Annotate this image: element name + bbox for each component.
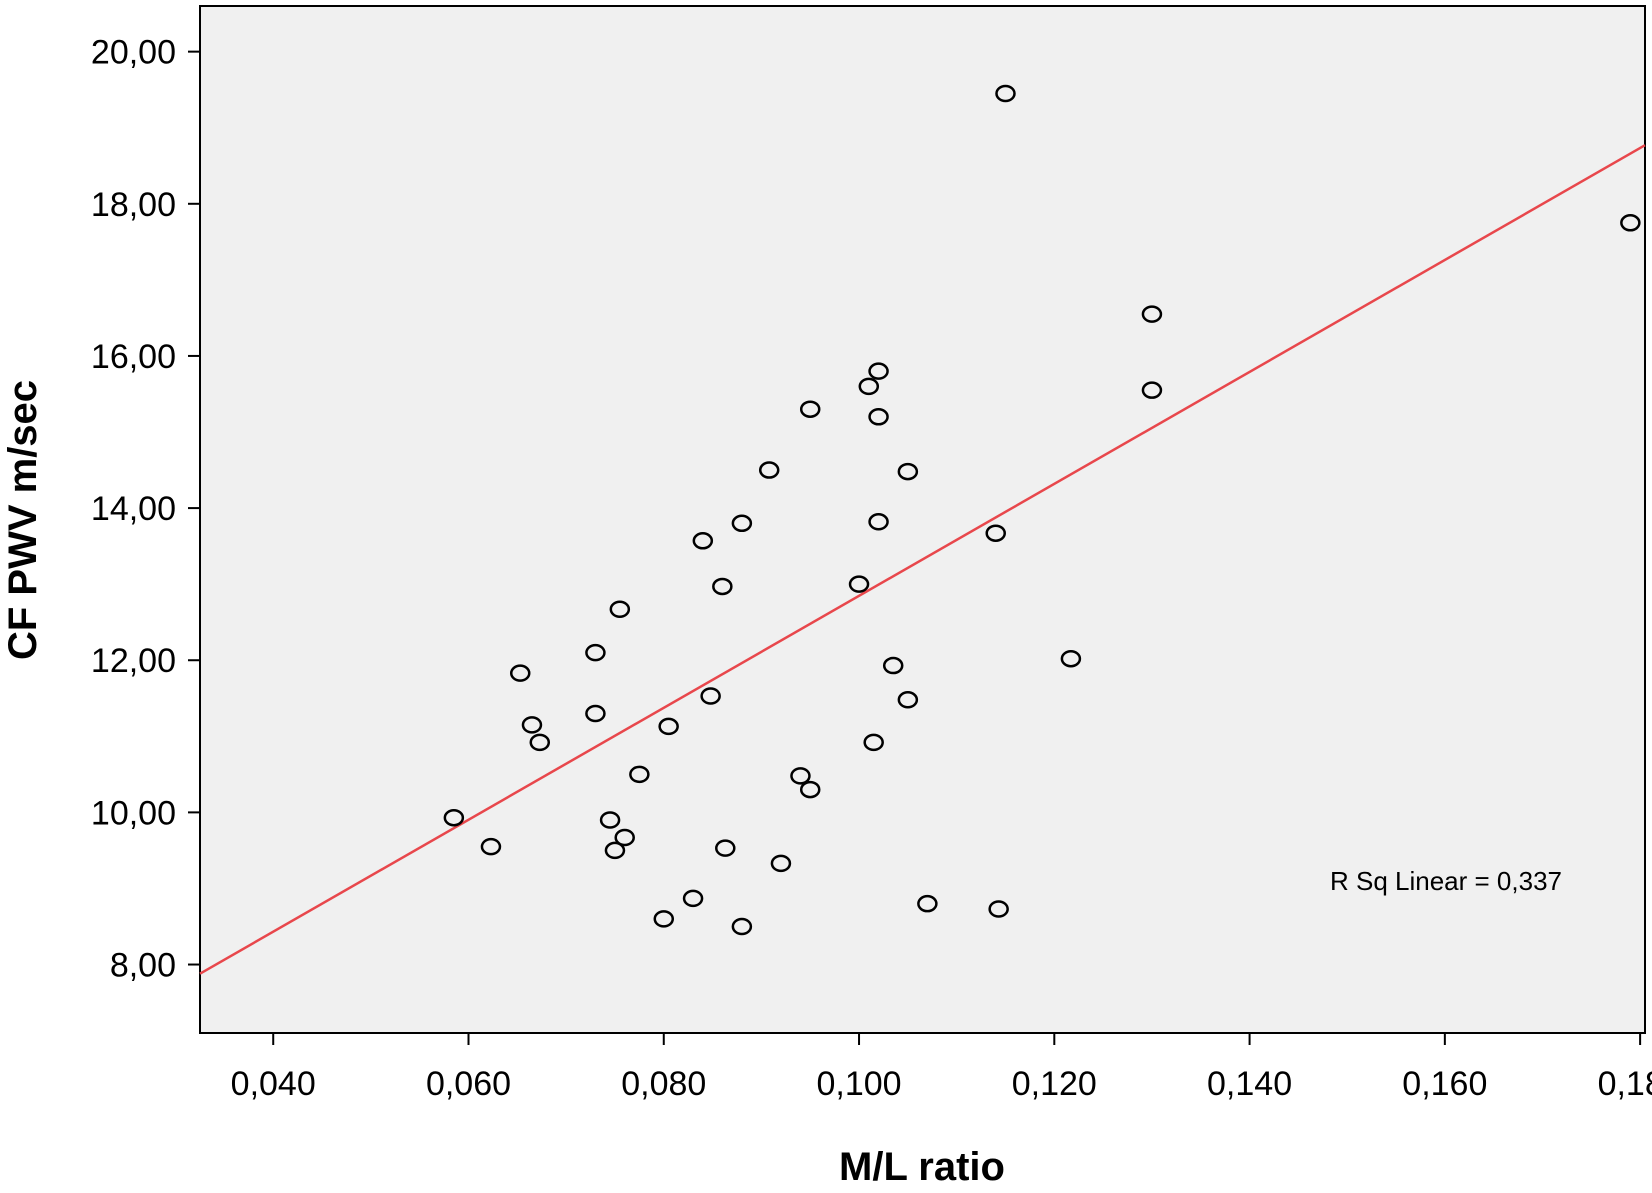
- data-point: [712, 577, 733, 596]
- data-point: [790, 767, 811, 785]
- data-point: [658, 717, 679, 736]
- data-point: [614, 828, 635, 847]
- x-tick-label: 0,120: [1012, 1065, 1097, 1103]
- y-tick-label: 20,00: [91, 34, 176, 72]
- data-point: [609, 600, 631, 619]
- data-point: [863, 733, 884, 752]
- data-point: [868, 513, 889, 531]
- data-point: [1060, 649, 1082, 668]
- data-point: [715, 839, 736, 857]
- data-point: [799, 780, 821, 799]
- data-point: [1620, 214, 1641, 232]
- data-point: [521, 716, 543, 734]
- y-tick-label: 16,00: [91, 338, 176, 376]
- data-point: [799, 400, 821, 418]
- data-point: [731, 514, 753, 533]
- y-axis-title: CF PWV m/sec: [1, 380, 45, 660]
- r-squared-annotation: R Sq Linear = 0,337: [1330, 866, 1562, 896]
- y-tick-label: 12,00: [91, 642, 176, 680]
- x-tick-label: 0,160: [1402, 1065, 1487, 1103]
- data-point: [509, 664, 531, 682]
- data-point: [917, 894, 938, 913]
- data-point: [1141, 305, 1163, 323]
- y-tick-label: 14,00: [91, 490, 176, 528]
- y-tick-label: 10,00: [91, 794, 176, 832]
- x-tick-label: 0,080: [621, 1065, 706, 1103]
- data-point: [897, 691, 919, 709]
- data-point: [988, 900, 1009, 918]
- data-point: [995, 84, 1016, 103]
- data-point: [897, 462, 919, 481]
- data-point: [604, 841, 626, 860]
- x-axis-title: M/L ratio: [839, 1145, 1005, 1189]
- data-point: [758, 461, 780, 479]
- x-tick-label: 0,140: [1207, 1065, 1292, 1103]
- linear-fit-line: [199, 144, 1646, 975]
- data-point: [585, 704, 606, 723]
- plot-area: [199, 5, 1646, 1034]
- data-point: [731, 917, 753, 936]
- data-point: [585, 643, 606, 662]
- data-point: [653, 910, 675, 928]
- data-point: [868, 408, 889, 426]
- y-tick-label: 18,00: [91, 186, 176, 224]
- data-point: [1141, 381, 1163, 399]
- x-tick-label: 0,060: [426, 1065, 511, 1103]
- data-point: [882, 656, 904, 675]
- data-point: [985, 524, 1006, 542]
- data-point: [858, 377, 880, 396]
- data-point: [529, 733, 551, 752]
- data-point: [848, 575, 870, 593]
- data-point: [700, 687, 721, 705]
- x-tick-label: 0,100: [816, 1065, 901, 1103]
- data-point: [692, 532, 714, 550]
- data-point: [480, 837, 502, 856]
- data-point: [629, 765, 650, 784]
- data-point: [682, 889, 704, 908]
- data-point: [443, 808, 465, 827]
- data-point: [599, 811, 621, 829]
- x-tick-label: 0,040: [231, 1065, 316, 1103]
- data-point: [770, 854, 792, 873]
- y-tick-label: 8,00: [110, 947, 176, 985]
- data-point: [868, 362, 889, 380]
- x-tick-label: 0,180: [1598, 1065, 1652, 1103]
